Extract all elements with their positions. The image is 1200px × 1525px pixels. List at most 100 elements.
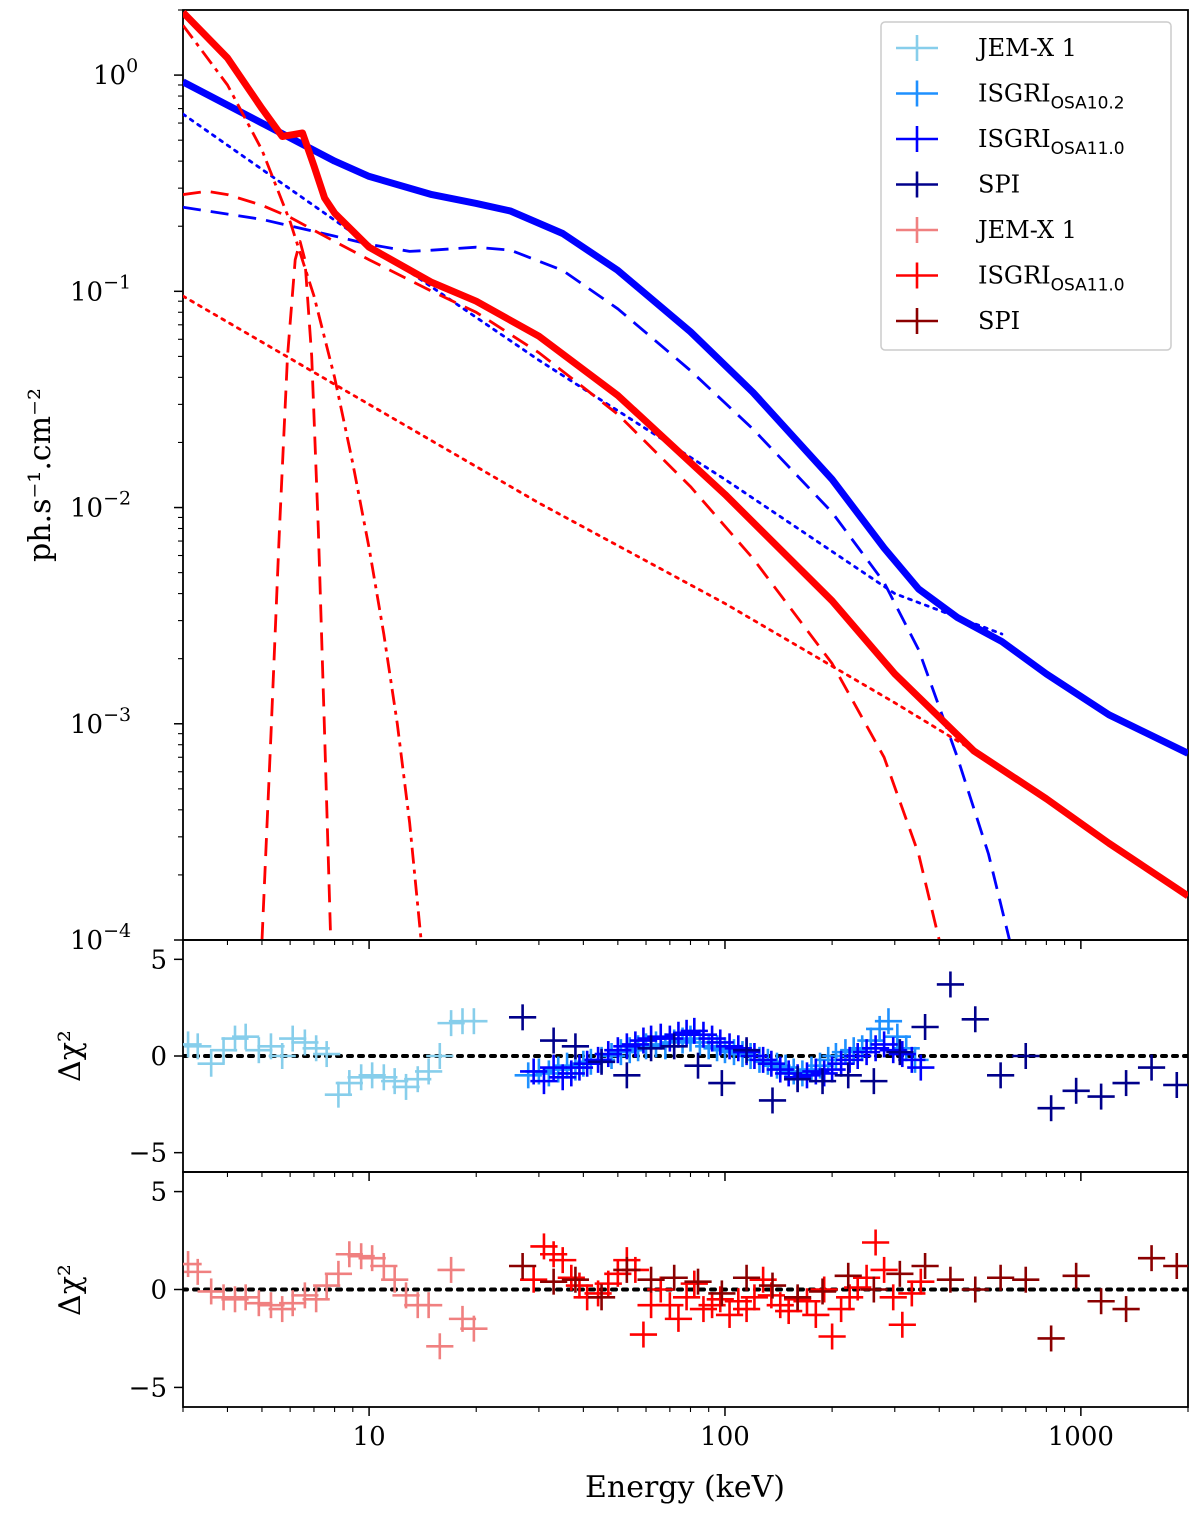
residual-point: [426, 1333, 454, 1360]
residual-point: [911, 1253, 939, 1279]
residual-point: [530, 1068, 558, 1095]
residual-point: [1163, 1072, 1188, 1098]
model-curve-disc-blackbody-soft-state-: [183, 24, 423, 940]
residual-point: [715, 1301, 744, 1328]
residuals-hard-x-ticks: [182, 1172, 1189, 1181]
residual-point: [613, 1256, 641, 1283]
residual-point: [672, 1019, 701, 1046]
residual-point: [565, 1054, 594, 1081]
residuals-hard-y-axis-label: Δχ²: [53, 1030, 88, 1082]
spectrum-model-curves: [183, 10, 1188, 940]
residual-point: [508, 1253, 537, 1279]
model-curve-power-law-hard-state-: [183, 112, 1004, 636]
residual-point: [684, 1052, 712, 1079]
residual-point: [758, 1272, 787, 1299]
residual-point: [1012, 1043, 1040, 1069]
residual-point: [540, 1268, 568, 1295]
y-tick-label: 100: [93, 55, 138, 91]
residual-point: [184, 1258, 212, 1285]
residual-point: [784, 1284, 812, 1311]
residual-point: [245, 1037, 273, 1064]
residual-point: [907, 1268, 935, 1295]
y-tick-label: 5: [150, 945, 167, 975]
residual-point: [268, 1043, 296, 1069]
residual-point: [888, 1311, 916, 1338]
y-tick-label: 0: [150, 1042, 167, 1072]
residual-point: [245, 1290, 273, 1317]
x-tick-label: 10: [353, 1422, 386, 1452]
residual-point: [1112, 1296, 1140, 1323]
residual-point: [1112, 1070, 1140, 1097]
residual-point: [520, 1266, 548, 1293]
model-curve-total-hard-state-: [183, 78, 1188, 757]
legend-label: SPI: [978, 171, 1020, 199]
residual-point: [987, 1264, 1015, 1291]
residual-point: [313, 1041, 341, 1068]
residual-point: [460, 1008, 488, 1035]
residual-point: [1062, 1077, 1090, 1104]
legend-entry: SPI: [896, 307, 1020, 335]
residual-point: [302, 1035, 330, 1062]
model-curve-power-law-soft-state-: [183, 294, 976, 753]
residual-point: [961, 1276, 989, 1303]
residual-point: [660, 1264, 688, 1291]
residual-point: [370, 1064, 398, 1091]
residual-point: [324, 1260, 353, 1287]
residual-point: [561, 1033, 590, 1060]
residual-point: [672, 1284, 701, 1311]
residual-point: [732, 1037, 761, 1064]
residual-point: [810, 1276, 838, 1303]
residual-point: [1062, 1262, 1090, 1289]
y-tick-label: −5: [129, 1139, 167, 1169]
residual-point: [758, 1087, 787, 1114]
residual-point: [886, 1039, 914, 1066]
residual-point: [358, 1062, 386, 1089]
residual-point: [313, 1272, 341, 1299]
residual-point: [961, 1006, 989, 1033]
residual-point: [613, 1062, 641, 1089]
residual-point: [936, 1266, 965, 1293]
residual-point: [911, 1014, 939, 1040]
legend-entry: JEM-X 1: [896, 34, 1077, 62]
legend-entry: ISGRIOSA11.0: [896, 262, 1125, 296]
residuals-soft-panel: 10 100 1000 5 0 −5 Δχ²: [53, 1171, 1189, 1452]
residuals-soft-x-ticks: 10 100 1000: [182, 1407, 1189, 1452]
residuals-hard-points: [183, 971, 1188, 1122]
residual-point: [637, 1035, 665, 1062]
residual-point: [1163, 1253, 1188, 1279]
residual-point: [656, 1292, 684, 1319]
residual-point: [664, 1305, 693, 1332]
residual-point: [802, 1301, 830, 1328]
residual-point: [291, 1282, 319, 1309]
model-curve-comptonization-soft-state-: [183, 189, 941, 940]
residual-point: [279, 1025, 307, 1052]
residual-point: [1137, 1054, 1166, 1081]
legend-entry: SPI: [896, 171, 1020, 199]
residual-point: [232, 1023, 260, 1050]
legend-label: SPI: [978, 307, 1020, 335]
residual-point: [232, 1284, 260, 1311]
residual-series-spi: [508, 1245, 1188, 1352]
residual-point: [381, 1068, 409, 1095]
residual-point: [426, 1043, 454, 1069]
legend: JEM-X 1 ISGRIOSA10.2 ISGRIOSA11.0 SPI JEM-X …: [880, 21, 1172, 351]
legend-entry: JEM-X 1: [896, 216, 1077, 244]
residual-point: [708, 1070, 736, 1097]
residual-point: [184, 1033, 212, 1060]
residual-point: [684, 1268, 712, 1295]
residual-point: [834, 1062, 862, 1089]
residuals-soft-y-ticks: 5 0 −5: [129, 1178, 183, 1403]
residual-point: [221, 1025, 249, 1052]
residual-point: [514, 1062, 542, 1089]
residual-point: [740, 1284, 769, 1311]
legend-entry: ISGRIOSA10.2: [896, 80, 1125, 114]
y-tick-label: 10−3: [70, 704, 131, 740]
residual-point: [268, 1296, 296, 1323]
residual-point: [987, 1062, 1015, 1089]
legend-label: JEM-X 1: [975, 216, 1077, 244]
x-tick-label: 1000: [1048, 1422, 1114, 1452]
residual-point: [370, 1253, 398, 1279]
residual-point: [324, 1081, 353, 1108]
residual-point: [1137, 1245, 1166, 1272]
